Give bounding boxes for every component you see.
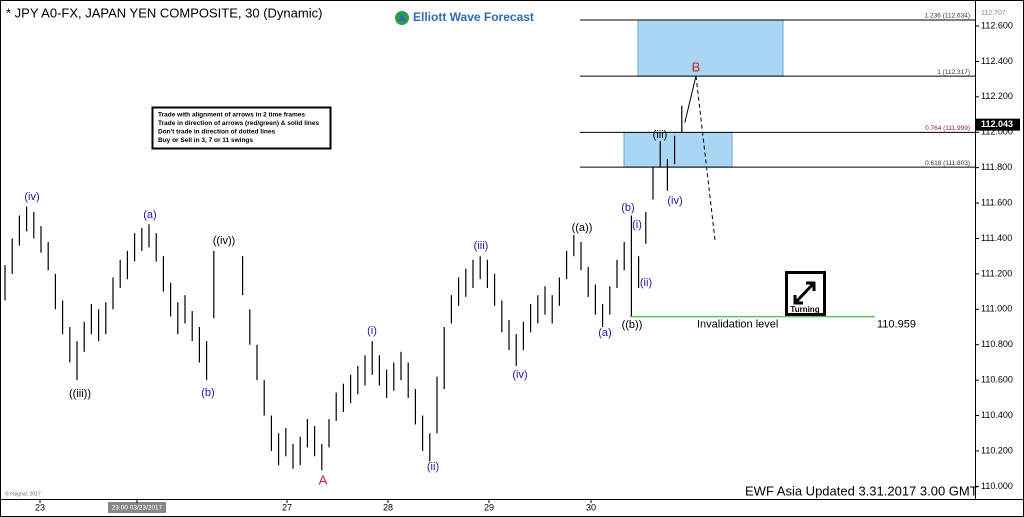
- note-line: Trade with alignment of arrows in 2 time…: [158, 112, 305, 119]
- wave-label: (ii): [427, 461, 439, 473]
- logo-icon: [398, 14, 406, 21]
- wave-label: (i): [367, 325, 377, 337]
- y-tick-label: 112.600: [981, 20, 1013, 30]
- wave-label: A: [319, 472, 328, 487]
- chart-title: * JPY A0-FX, JAPAN YEN COMPOSITE, 30 (Dy…: [6, 5, 322, 20]
- wave-label: (iii): [474, 240, 489, 252]
- wave-label: (a): [143, 209, 156, 221]
- invalidation-label: 110.959: [877, 318, 916, 330]
- x-tick-label: 23: [35, 502, 45, 512]
- wave-label: B: [692, 59, 701, 74]
- last-price-box: [976, 118, 1020, 131]
- wave-label: ((b)): [622, 319, 643, 331]
- invalidation-text: Invalidation level: [697, 318, 778, 330]
- y-tick-label: 110.200: [981, 445, 1013, 455]
- fib-label: 1.236 (112.634): [925, 13, 970, 20]
- x-tick-label: 30: [586, 502, 596, 512]
- wave-label: ((iv)): [213, 235, 236, 247]
- x-tick-label: 27: [282, 502, 292, 512]
- y-tick-label: 110.800: [981, 339, 1013, 349]
- y-tick-label: 110.600: [981, 375, 1013, 385]
- x-tick-label: 29: [484, 502, 494, 512]
- y-tick-label: 112.000: [981, 127, 1013, 137]
- y-tick-label: 112.400: [981, 56, 1013, 66]
- y-tick-label: 111.000: [981, 304, 1012, 314]
- x-tick-label: 23:00 03/23/2017: [112, 505, 163, 512]
- cursor-date-box: [108, 502, 166, 513]
- wave-label: (b): [621, 202, 634, 214]
- axis-top-label: 112.707: [981, 10, 1006, 17]
- y-tick-label: 111.800: [981, 162, 1012, 172]
- y-tick-label: 110.400: [981, 410, 1013, 420]
- y-tick-label: 111.200: [981, 268, 1012, 278]
- fib-label: 1 (112.317): [937, 69, 970, 76]
- notes: Trade with alignment of arrows in 2 time…: [158, 112, 319, 145]
- note-line: Trade in direction of arrows (red/green)…: [158, 120, 319, 127]
- target-box: [623, 131, 733, 168]
- notes-box: [151, 106, 332, 150]
- wave-label: (iv): [512, 369, 527, 381]
- note-line: Don't trade in direction of dotted lines: [158, 129, 275, 136]
- projection-solid: [684, 75, 697, 123]
- logo: Elliott Wave Forecast: [395, 10, 534, 25]
- wave-label: (i): [632, 219, 642, 231]
- wave-label: (ii): [640, 277, 652, 289]
- wave-label: (iv): [667, 195, 682, 207]
- last-price-label: 112.043: [981, 119, 1013, 129]
- target-box: [637, 19, 784, 77]
- wave-label: (b): [201, 387, 214, 399]
- wave-label: (iv): [24, 191, 39, 203]
- x-tick-label: 28: [383, 502, 393, 512]
- badge-arrow: [793, 281, 816, 305]
- note-line: Buy or Sell in 3, 7 or 11 swings: [158, 137, 253, 144]
- fib-label: 0.764 (111.999): [925, 125, 970, 132]
- fib-label: 0.618 (111.803): [925, 160, 970, 167]
- wave-label: (iii): [653, 129, 668, 141]
- y-tick-label: 110.000: [981, 481, 1013, 491]
- copyright: © eSignal, 2017: [5, 490, 41, 497]
- wave-label: ((iii)): [69, 388, 91, 400]
- y-tick-label: 111.400: [981, 233, 1012, 243]
- wave-label: ((a)): [572, 222, 593, 234]
- y-tick-label: 111.600: [981, 197, 1012, 207]
- brand: Elliott Wave Forecast: [413, 10, 534, 24]
- wave-label: (a): [598, 327, 611, 339]
- y-tick-label: 112.200: [981, 91, 1013, 101]
- badge-label: Turning: [790, 305, 819, 314]
- footer: EWF Asia Updated 3.31.2017 3.00 GMT: [745, 483, 978, 498]
